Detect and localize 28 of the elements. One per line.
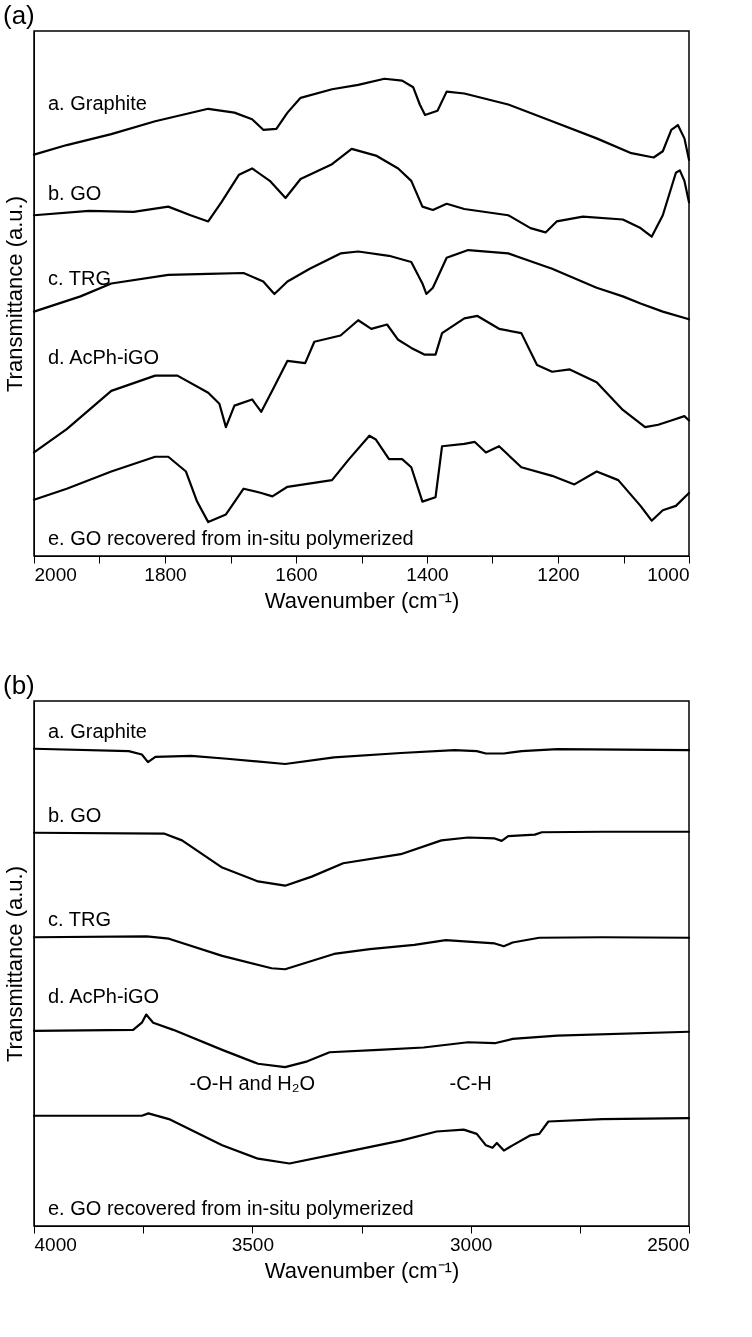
x-tick-label: 1000 bbox=[647, 563, 690, 585]
series-label: c. TRG bbox=[48, 908, 111, 931]
x-tick-label: 2000 bbox=[34, 563, 77, 585]
x-tick-label: 2500 bbox=[647, 1233, 690, 1255]
series-label: b. GO bbox=[48, 803, 102, 826]
x-tick-label: 4000 bbox=[34, 1233, 77, 1255]
x-tick-label: 1400 bbox=[406, 563, 449, 585]
text: e. GO recovered from in-situ polymerized bbox=[48, 1196, 414, 1219]
x-tick-label: 1800 bbox=[144, 563, 187, 585]
x-tick-label: 3000 bbox=[450, 1233, 493, 1255]
series-label: d. AcPh-iGO bbox=[48, 346, 160, 369]
y-axis-title: Transmittance (a.u.) bbox=[1, 865, 27, 1063]
series-label: a. Graphite bbox=[48, 719, 147, 742]
annotation: -C-H bbox=[449, 1072, 492, 1095]
x-tick-label: 1600 bbox=[275, 563, 318, 585]
chart-title: (a) bbox=[3, 0, 35, 30]
y-axis-title: Transmittance (a.u.) bbox=[1, 195, 27, 393]
series-label: a. Graphite bbox=[48, 92, 147, 115]
series-label: c. TRG bbox=[48, 267, 111, 290]
series-label: b. GO bbox=[48, 181, 102, 204]
series-label: d. AcPh-iGO bbox=[48, 985, 160, 1008]
chart-title: (b) bbox=[3, 670, 35, 700]
x-axis-title: Wavenumber (cm⁻¹) bbox=[264, 587, 460, 613]
x-tick-label: 3500 bbox=[231, 1233, 274, 1255]
series-label: e. GO recovered from in-situ polymerized bbox=[48, 526, 414, 549]
annotation: -O-H and H₂O bbox=[189, 1072, 316, 1095]
x-axis-title: Wavenumber (cm⁻¹) bbox=[264, 1257, 460, 1283]
x-tick-label: 1200 bbox=[537, 563, 580, 585]
